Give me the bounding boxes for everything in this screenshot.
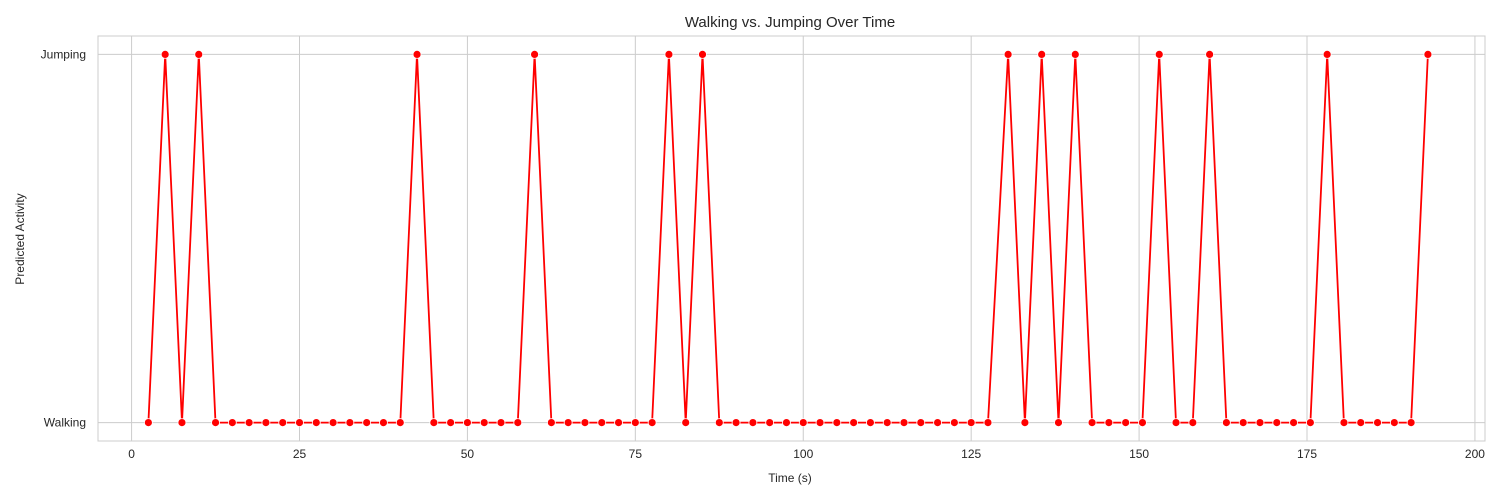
data-point [412,50,422,59]
data-point [630,418,640,427]
data-point [798,418,808,427]
x-tick-label: 175 [1297,447,1317,461]
data-point [395,418,405,427]
x-tick-label: 200 [1465,447,1485,461]
x-axis-label: Time (s) [768,471,812,485]
data-point [1171,418,1181,427]
data-point [1070,50,1080,59]
data-point [261,418,271,427]
x-tick-label: 50 [461,447,475,461]
data-point [1222,418,1231,427]
data-point [1322,50,1332,59]
data-point [177,418,187,427]
data-point [1305,418,1315,427]
data-point [983,418,993,427]
data-point [1255,418,1265,427]
data-point [949,418,959,427]
data-point [530,50,539,59]
data-point [1121,418,1131,427]
y-tick-label: Jumping [41,47,86,61]
data-point [1037,50,1047,59]
data-point [815,418,825,427]
data-point [311,418,321,427]
series-group [143,50,1433,427]
grid [98,36,1485,441]
data-point [916,418,926,427]
data-point [782,418,791,427]
data-point [362,418,372,427]
data-point [647,418,657,427]
data-point [1138,418,1147,427]
data-point [278,418,288,427]
data-point [580,418,590,427]
data-point [882,418,892,427]
data-point [1020,418,1030,427]
data-point [211,418,220,427]
x-tick-label: 150 [1129,447,1149,461]
data-point [429,418,439,427]
data-point [933,418,942,427]
data-point [597,418,607,427]
x-tick-label: 100 [793,447,813,461]
data-point [1423,50,1433,59]
data-point [731,418,741,427]
data-point [714,418,724,427]
data-point [563,418,573,427]
data-point [614,418,623,427]
data-point [1087,418,1097,427]
data-point [446,418,456,427]
data-point [966,418,976,427]
data-point [1289,418,1298,427]
data-point [1339,418,1349,427]
data-point [244,418,254,427]
series-line [147,53,1429,424]
data-point [1104,418,1114,427]
data-point [1373,418,1382,427]
data-point [765,418,775,427]
data-point [479,418,489,427]
chart-title: Walking vs. Jumping Over Time [685,14,895,31]
data-point [513,418,523,427]
x-tick-label: 25 [293,447,307,461]
data-point [748,418,758,427]
plot-frame [97,35,1486,442]
data-point [160,50,170,59]
data-point [328,418,338,427]
y-tick-label: Walking [44,416,86,430]
data-point [899,418,909,427]
data-point [1238,418,1248,427]
data-point [143,418,153,427]
data-point [664,50,674,59]
data-point [496,418,506,427]
data-point [832,418,842,427]
x-axis-ticks: 0 25 50 75 100 125 150 175 200 [128,447,1485,461]
y-axis-label: Predicted Activity [13,193,27,284]
data-point [866,418,875,427]
data-point [1389,418,1399,427]
data-point [345,418,355,427]
data-point [1272,418,1282,427]
data-point [1205,50,1215,59]
data-point [698,50,707,59]
x-tick-label: 125 [961,447,981,461]
data-point [1188,418,1198,427]
data-point [227,418,237,427]
data-point [1154,50,1164,59]
data-point [194,50,204,59]
data-point [295,418,304,427]
data-point [546,418,556,427]
data-point [681,418,691,427]
data-point [1406,418,1416,427]
y-axis-ticks: Walking Jumping [41,47,86,429]
x-tick-label: 75 [629,447,643,461]
data-point [463,418,472,427]
data-point [1003,50,1013,59]
data-point [1054,418,1063,427]
data-point [849,418,859,427]
x-tick-label: 0 [128,447,135,461]
data-point [379,418,388,427]
data-point [1356,418,1366,427]
